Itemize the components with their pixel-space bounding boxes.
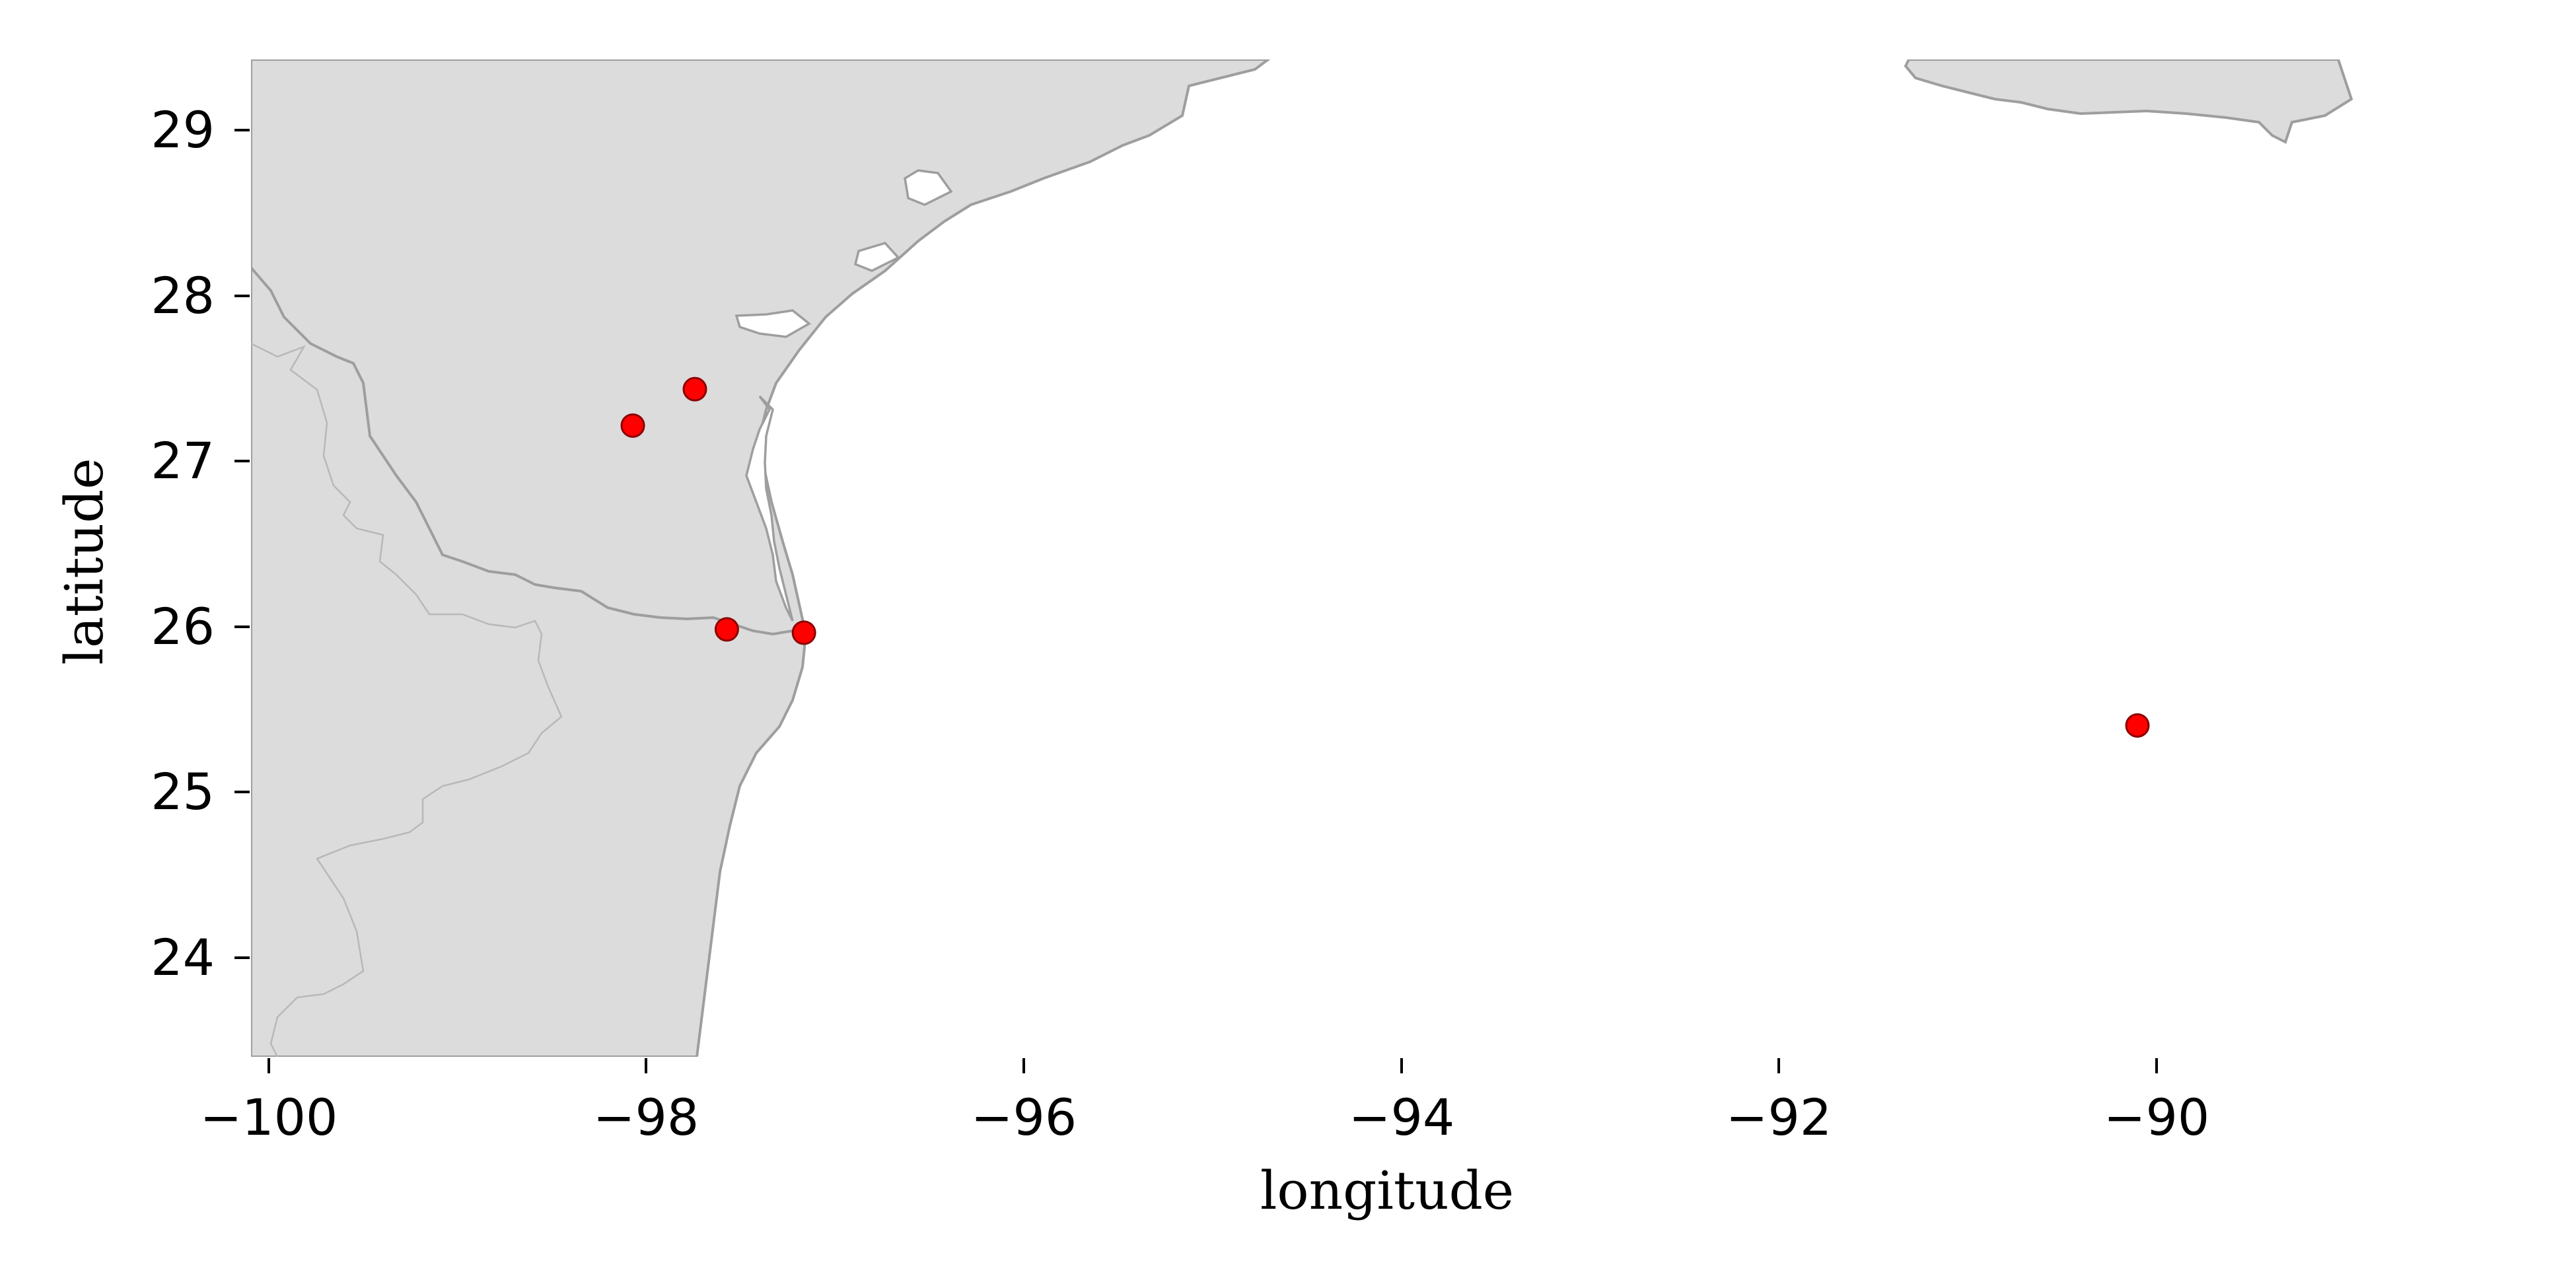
bay-galveston-region xyxy=(904,169,953,206)
land-texas-mexico xyxy=(251,59,1271,1057)
map-plot-area xyxy=(251,59,2353,1057)
land-louisiana xyxy=(1904,59,2353,144)
x-axis: −100 −98 −96 −94 −92 −90 xyxy=(200,1058,2209,1147)
y-tick-label-26: 26 xyxy=(151,597,215,656)
border-rio-grande xyxy=(251,266,793,636)
bay-matagorda xyxy=(853,242,900,272)
data-point-2 xyxy=(620,413,645,438)
y-tick-label-25: 25 xyxy=(151,762,215,821)
x-tick-label-98: −98 xyxy=(593,1088,699,1147)
y-tick-label-29: 29 xyxy=(151,100,215,159)
x-tick-label-90: −90 xyxy=(2104,1088,2209,1147)
y-tick-label-28: 28 xyxy=(151,266,215,325)
x-axis-label: longitude xyxy=(1260,1160,1514,1221)
border-mexico-states xyxy=(251,342,563,1057)
data-point-5 xyxy=(2125,713,2150,738)
data-points xyxy=(620,376,2150,738)
data-point-3 xyxy=(714,617,739,642)
data-point-1 xyxy=(682,376,707,402)
x-tick-label-92: −92 xyxy=(1726,1088,1832,1147)
x-tick-label-94: −94 xyxy=(1349,1088,1454,1147)
y-tick-label-27: 27 xyxy=(151,431,215,490)
x-tick-label-96: −96 xyxy=(971,1088,1077,1147)
y-axis-label: latitude xyxy=(54,458,115,664)
data-point-4 xyxy=(791,620,816,645)
y-tick-label-24: 24 xyxy=(151,928,215,987)
x-tick-label-100: −100 xyxy=(200,1088,338,1147)
y-axis: 24 25 26 27 28 29 xyxy=(151,100,250,987)
laguna-madre xyxy=(745,395,794,622)
bay-corpus-christi xyxy=(734,309,812,338)
